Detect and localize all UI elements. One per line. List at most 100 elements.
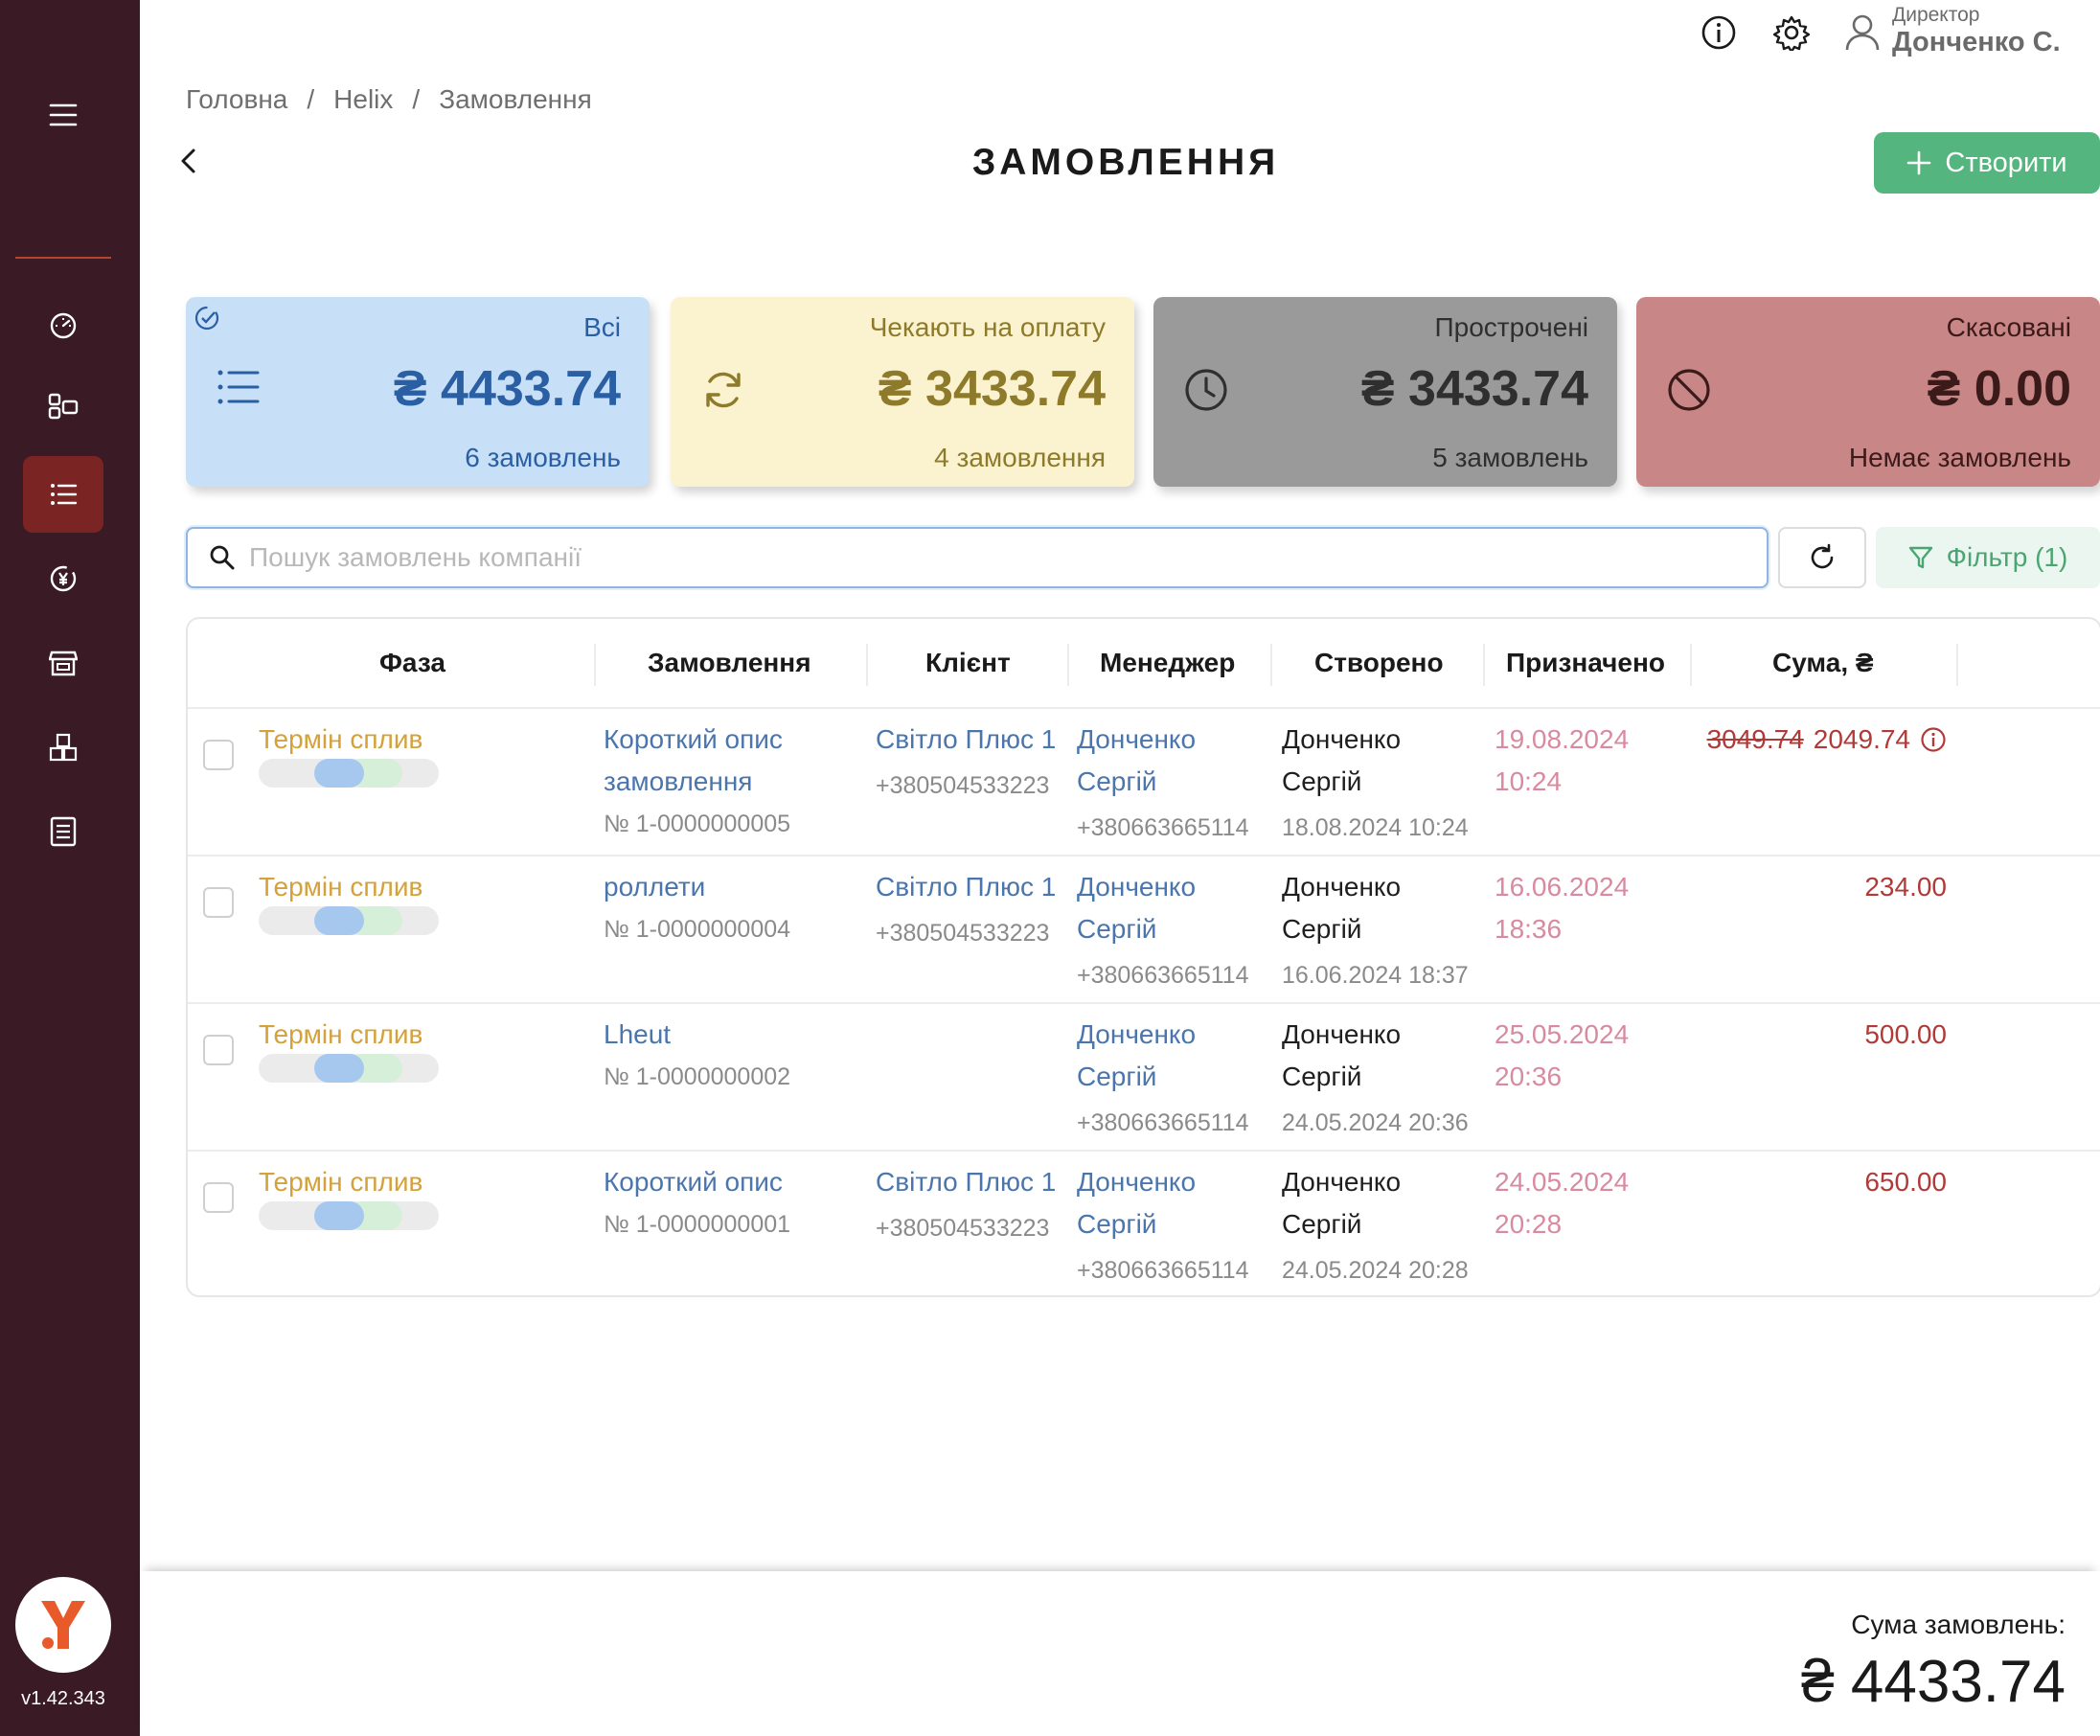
back-button[interactable] <box>178 142 209 180</box>
card-cancelled[interactable]: Скасовані ₴ 0.00 Немає замовлень <box>1636 297 2100 487</box>
sidebar-item-orders[interactable] <box>23 456 103 533</box>
create-button-label: Створити <box>1945 147 2067 178</box>
refresh-button[interactable] <box>1778 527 1866 588</box>
sum-value: 2049.74 <box>1813 724 1910 754</box>
logo-icon <box>41 1601 85 1649</box>
card-count: 5 замовлень <box>1432 443 1588 472</box>
card-label: Прострочені <box>1434 312 1588 342</box>
sidebar-item-store[interactable] <box>23 625 103 701</box>
table-row[interactable]: Термін сплив Короткий опис № 1-000000000… <box>188 1152 2100 1299</box>
created-by: Донченко <box>1282 1167 1402 1197</box>
column-divider <box>1067 644 1069 686</box>
settings-button[interactable] <box>1772 13 1811 52</box>
manager-name[interactable]: Донченко <box>1077 1019 1197 1049</box>
order-sum: 3049.74 2049.74 <box>1698 719 1947 761</box>
manager-phone: +380663665114 <box>1077 1257 1249 1284</box>
manager-name[interactable]: Донченко <box>1077 1167 1197 1197</box>
client-name[interactable]: Світло Плюс 1 <box>876 724 1057 754</box>
table-row[interactable]: Термін сплив роллети № 1-0000000004 Світ… <box>188 857 2100 1004</box>
card-amount: ₴ 3433.74 <box>878 361 1106 417</box>
manager-phone: +380663665114 <box>1077 1109 1249 1136</box>
created-at: 24.05.2024 20:36 <box>1282 1109 1469 1136</box>
column-header-client[interactable]: Клієнт <box>925 648 1011 677</box>
info-icon[interactable] <box>1920 726 1947 753</box>
card-amount: ₴ 4433.74 <box>393 361 621 417</box>
manager-name-cont[interactable]: Сергій <box>1077 1209 1157 1239</box>
column-divider <box>866 644 868 686</box>
breadcrumb-home[interactable]: Головна <box>186 84 288 114</box>
user-menu-button[interactable] <box>1843 13 1882 52</box>
card-overdue[interactable]: Прострочені ₴ 3433.74 5 замовлень <box>1153 297 1617 487</box>
manager-name[interactable]: Донченко <box>1077 872 1197 902</box>
client-phone: +380504533223 <box>876 920 1050 947</box>
manager-name-cont[interactable]: Сергій <box>1077 914 1157 944</box>
search-box[interactable] <box>186 527 1769 588</box>
card-label: Всі <box>583 312 621 342</box>
sidebar-item-finance[interactable] <box>23 540 103 617</box>
row-checkbox[interactable] <box>203 740 234 770</box>
card-count: Немає замовлень <box>1848 443 2071 472</box>
column-header-phase[interactable]: Фаза <box>379 648 445 677</box>
card-all-orders[interactable]: Всі ₴ 4433.74 6 замовлень <box>186 297 650 487</box>
total-label: Сума замовлень: <box>1851 1610 2066 1639</box>
client-name[interactable]: Світло Плюс 1 <box>876 872 1057 902</box>
card-amount: ₴ 0.00 <box>1927 361 2071 417</box>
sidebar-item-dashboard[interactable] <box>23 287 103 364</box>
client-name[interactable]: Світло Плюс 1 <box>876 1167 1057 1197</box>
list-icon <box>217 370 260 404</box>
sidebar-divider <box>15 257 111 259</box>
row-checkbox[interactable] <box>203 1035 234 1065</box>
table-row[interactable]: Термін сплив Lheut № 1-0000000002 Дончен… <box>188 1004 2100 1152</box>
user-name[interactable]: Донченко С. <box>1892 27 2061 57</box>
created-at: 18.08.2024 10:24 <box>1282 814 1469 841</box>
speedometer-icon <box>50 312 77 339</box>
order-number: № 1-0000000001 <box>604 1211 791 1238</box>
order-number: № 1-0000000004 <box>604 916 791 943</box>
phase-label: Термін сплив <box>259 1167 423 1197</box>
info-button[interactable] <box>1700 13 1738 52</box>
created-by-cont: Сергій <box>1282 914 1362 944</box>
row-checkbox[interactable] <box>203 1182 234 1213</box>
hamburger-icon <box>49 103 78 126</box>
currency-exchange-icon <box>50 565 77 592</box>
footer-totals: Сума замовлень: ₴ 4433.74 <box>140 1571 2100 1736</box>
order-title-cont[interactable]: замовлення <box>604 766 753 796</box>
user-icon <box>1845 14 1880 51</box>
filter-button[interactable]: Фільтр (1) <box>1876 527 2100 588</box>
card-awaiting-payment[interactable]: Чекають на оплату ₴ 3433.74 4 замовлення <box>671 297 1134 487</box>
order-title[interactable]: Lheut <box>604 1019 672 1049</box>
clock-icon <box>1185 369 1227 411</box>
order-title[interactable]: роллети <box>604 872 706 902</box>
create-order-button[interactable]: Створити <box>1874 132 2100 194</box>
column-header-assigned[interactable]: Призначено <box>1506 648 1665 677</box>
phase-segment-current <box>314 1201 364 1230</box>
manager-name-cont[interactable]: Сергій <box>1077 766 1157 796</box>
sidebar-item-reports[interactable] <box>23 793 103 870</box>
sidebar-item-widgets[interactable] <box>23 368 103 445</box>
column-header-order[interactable]: Замовлення <box>648 648 811 677</box>
table-row[interactable]: Термін сплив Короткий опис замовлення № … <box>188 709 2100 857</box>
breadcrumb-section[interactable]: Helix <box>333 84 394 114</box>
column-divider <box>1956 644 1958 686</box>
check-circle-icon <box>194 306 219 331</box>
manager-phone: +380663665114 <box>1077 814 1249 841</box>
old-sum: 3049.74 <box>1706 724 1804 754</box>
order-title[interactable]: Короткий опис <box>604 724 783 754</box>
sidebar-item-warehouse[interactable] <box>23 709 103 786</box>
column-header-manager[interactable]: Менеджер <box>1100 648 1236 677</box>
order-title[interactable]: Короткий опис <box>604 1167 783 1197</box>
search-input[interactable] <box>249 542 1686 573</box>
phase-progress <box>259 1054 439 1083</box>
column-header-created[interactable]: Створено <box>1314 648 1444 677</box>
manager-name[interactable]: Донченко <box>1077 724 1197 754</box>
info-icon <box>1701 15 1736 50</box>
menu-toggle-button[interactable] <box>23 77 103 153</box>
column-header-sum[interactable]: Сума, ₴ <box>1772 648 1874 677</box>
order-sum: 234.00 <box>1864 872 1947 902</box>
assigned-time: 10:24 <box>1495 766 1563 796</box>
assigned-time: 18:36 <box>1495 914 1563 944</box>
row-checkbox[interactable] <box>203 887 234 918</box>
assigned-date: 19.08.2024 <box>1495 724 1630 754</box>
manager-name-cont[interactable]: Сергій <box>1077 1062 1157 1091</box>
table-header: Фаза Замовлення Клієнт Менеджер Створено… <box>188 619 2100 709</box>
